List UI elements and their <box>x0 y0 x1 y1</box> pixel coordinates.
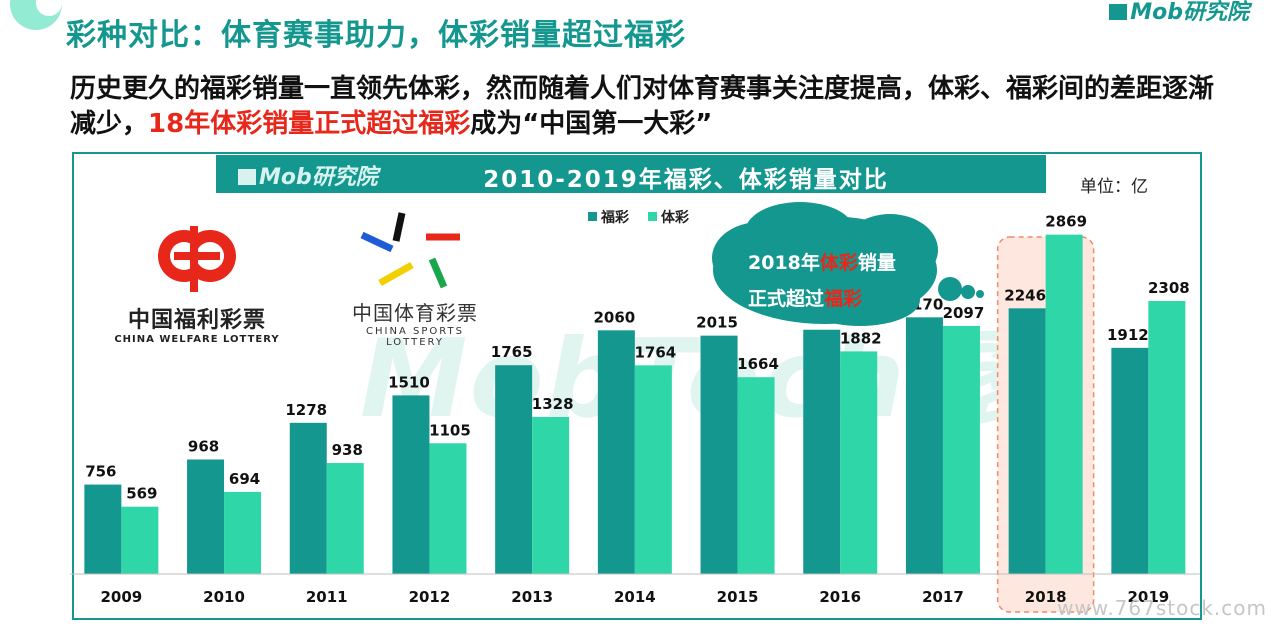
welfare-lottery-logo: 中国福利彩票 CHINA WELFARE LOTTERY <box>112 222 282 345</box>
data-label-sports-2009: 569 <box>126 485 157 503</box>
data-label-welfare-2019: 1912 <box>1107 326 1149 344</box>
legend-swatch-welfare <box>588 212 597 221</box>
site-watermark: www.767stock.com <box>1057 596 1267 620</box>
bar-welfare-2012 <box>392 395 430 574</box>
welfare-lottery-en: CHINA WELFARE LOTTERY <box>114 334 280 345</box>
welfare-lottery-emblem-icon <box>158 226 236 292</box>
bar-sports-2015 <box>737 377 775 574</box>
x-tick-label-2018: 2018 <box>1025 588 1067 606</box>
callout-line1-highlight: 体彩 <box>819 252 858 274</box>
bar-sports-2016 <box>840 351 878 574</box>
bar-sports-2010 <box>224 491 262 574</box>
x-tick-label-2016: 2016 <box>819 588 861 606</box>
data-label-welfare-2018: 2246 <box>1004 286 1046 304</box>
data-label-welfare-2009: 756 <box>85 463 116 481</box>
sports-lottery-star-icon <box>360 212 460 289</box>
callout-line1-b: 销量 <box>857 252 896 274</box>
bar-welfare-2014 <box>597 330 635 574</box>
data-label-sports-2017: 2097 <box>943 304 985 322</box>
x-tick-label-2009: 2009 <box>100 588 142 606</box>
page-title: 彩种对比：体育赛事助力，体彩销量超过福彩 <box>66 18 686 53</box>
subtitle-part2: 成为“中国第一大彩” <box>470 109 713 139</box>
data-label-welfare-2014: 2060 <box>593 308 635 326</box>
bar-sports-2012 <box>429 443 467 574</box>
legend-swatch-sports <box>648 212 657 221</box>
chart-header: Mob研究院 2010-2019年福彩、体彩销量对比 <box>216 155 1046 193</box>
bar-welfare-2019 <box>1111 347 1149 574</box>
brand-icon <box>238 169 256 185</box>
bar-welfare-2017 <box>905 317 943 574</box>
x-tick-label-2013: 2013 <box>511 588 553 606</box>
bar-welfare-2010 <box>187 459 225 574</box>
sports-lottery-en: CHINA SPORTS LOTTERY <box>366 326 464 348</box>
x-tick-label-2010: 2010 <box>203 588 245 606</box>
data-label-welfare-2011: 1278 <box>285 401 327 419</box>
data-label-sports-2018: 2869 <box>1045 213 1087 231</box>
chart-header-logo: Mob研究院 <box>238 159 378 191</box>
decorative-circle-inner <box>36 0 62 16</box>
bar-welfare-2018 <box>1008 308 1046 574</box>
bar-sports-2019 <box>1148 300 1186 574</box>
bar-welfare-2016 <box>803 329 841 574</box>
callout-line1-a: 2018年 <box>748 252 820 274</box>
bar-sports-2011 <box>326 463 364 574</box>
data-label-welfare-2012: 1510 <box>388 373 430 391</box>
callout-line2-highlight: 福彩 <box>824 288 863 310</box>
data-label-sports-2016: 1882 <box>840 329 882 347</box>
legend-label-sports: 体彩 <box>661 209 689 226</box>
data-label-sports-2013: 1328 <box>532 395 574 413</box>
bar-sports-2013 <box>532 416 570 574</box>
brand-icon <box>1109 4 1128 20</box>
data-label-welfare-2010: 968 <box>188 437 219 455</box>
bar-sports-2018 <box>1045 234 1083 574</box>
sports-lottery-name: 中国体育彩票 <box>352 301 478 325</box>
subtitle-part1: 历史更久的福彩销量一直领先体彩，然而随着人们对体育赛事关注度提高，体彩、福彩间的… <box>70 74 1215 139</box>
bar-sports-2014 <box>634 365 672 574</box>
chart-frame <box>72 152 1202 620</box>
data-label-sports-2010: 694 <box>229 470 260 488</box>
data-label-welfare-2013: 1765 <box>491 343 533 361</box>
callout-line1: 2018年体彩销量 <box>748 248 948 275</box>
chart-header-logo-text: Mob研究院 <box>259 165 378 190</box>
chart-title: 2010-2019年福彩、体彩销量对比 <box>483 167 889 193</box>
bar-welfare-2011 <box>289 422 327 574</box>
brand-name: Mob研究院 <box>1130 0 1249 25</box>
callout-cloud <box>712 202 984 326</box>
callout-line2-a: 正式超过 <box>748 288 825 310</box>
sports-lottery-logo: 中国体育彩票 CHINA SPORTS LOTTERY <box>340 205 490 348</box>
data-label-sports-2011: 938 <box>332 441 363 459</box>
subtitle: 历史更久的福彩销量一直领先体彩，然而随着人们对体育赛事关注度提高，体彩、福彩间的… <box>70 72 1220 142</box>
bar-welfare-2013 <box>495 365 533 574</box>
bar-sports-2017 <box>942 325 980 574</box>
data-label-welfare-2015: 2015 <box>696 314 738 332</box>
x-tick-label-2014: 2014 <box>614 588 656 606</box>
legend-label-welfare: 福彩 <box>600 209 629 226</box>
x-tick-label-2011: 2011 <box>306 588 348 606</box>
data-label-sports-2014: 1764 <box>634 343 676 361</box>
bar-welfare-2015 <box>700 335 738 574</box>
x-tick-label-2019: 2019 <box>1127 588 1169 606</box>
data-label-sports-2015: 1664 <box>737 355 779 373</box>
callout-line2: 正式超过福彩 <box>748 284 948 311</box>
bar-sports-2009 <box>121 506 159 574</box>
x-tick-label-2012: 2012 <box>409 588 451 606</box>
subtitle-highlight: 18年体彩销量正式超过福彩 <box>148 109 471 139</box>
x-tick-label-2015: 2015 <box>717 588 759 606</box>
unit-label: 单位：亿 <box>1080 177 1148 197</box>
brand-logo: Mob研究院 <box>1109 0 1249 26</box>
bar-welfare-2009 <box>84 484 122 574</box>
x-tick-label-2017: 2017 <box>922 588 964 606</box>
welfare-lottery-name: 中国福利彩票 <box>127 308 266 333</box>
data-label-sports-2012: 1105 <box>429 421 471 439</box>
data-label-sports-2019: 2308 <box>1148 279 1190 297</box>
